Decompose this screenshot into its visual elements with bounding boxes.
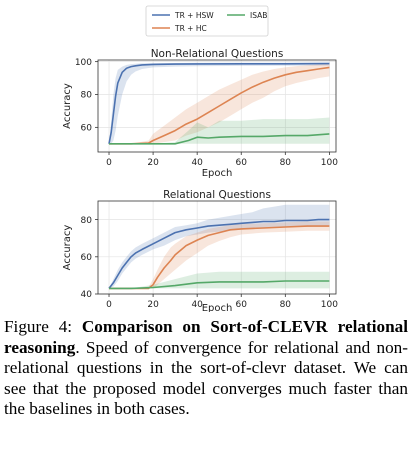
series-band-1 <box>109 221 330 289</box>
figure: TR + HSW ISAB TR + HC 0 20 40 60 80 100 60 80 100 N… <box>62 5 338 312</box>
caption-body: . Speed of convergence for relational an… <box>4 337 408 419</box>
figure-caption: Figure 4: Comparison on Sort-of-CLEVR re… <box>4 317 408 420</box>
chart-title: Non-Relational Questions <box>151 48 284 60</box>
x-tick-label-3: 60 <box>236 300 248 310</box>
series-band-1 <box>109 64 330 144</box>
y-tick-label-1: 60 <box>81 253 93 263</box>
series-band-2 <box>109 117 330 144</box>
y-tick-label-0: 40 <box>81 290 93 300</box>
x-tick-label-5: 100 <box>321 158 338 168</box>
series-line-1 <box>109 225 330 290</box>
series-line-2 <box>109 133 330 145</box>
non-relational-chart: 0 20 40 60 80 100 60 80 100 Non-Relational Questi… <box>62 48 338 179</box>
y-tick-label-1: 60 <box>81 124 93 134</box>
x-tick-label-1: 20 <box>147 300 159 310</box>
x-tick-label-2: 40 <box>191 158 203 168</box>
relational-chart: 0 20 40 60 80 100 40 60 80 Relational Questions Ep… <box>62 189 338 312</box>
caption-label: Figure 4: <box>4 317 73 336</box>
series-line-0 <box>108 218 330 289</box>
series-band-2 <box>109 271 330 289</box>
plot-background <box>98 201 336 294</box>
chart-title: Relational Questions <box>163 189 271 201</box>
series-line-0 <box>108 62 330 144</box>
legend-label-1: ISAB <box>250 11 267 20</box>
legend-frame <box>145 5 269 37</box>
y-tick-label-2: 80 <box>81 91 93 101</box>
y-axis-label: Accuracy <box>62 225 73 271</box>
x-tick-label-5: 100 <box>321 300 338 310</box>
plot-series <box>108 204 330 290</box>
caption-title: Comparison on Sort-of-CLEVR relational r… <box>4 317 408 357</box>
y-tick-label-2: 80 <box>81 216 93 226</box>
x-tick-label-4: 80 <box>280 300 292 310</box>
legend-label-2: TR + HC <box>174 24 207 33</box>
series-band-0 <box>109 62 330 144</box>
series-line-1 <box>109 66 330 145</box>
y-axis-label: Accuracy <box>62 83 73 129</box>
x-axis-label: Epoch <box>202 168 233 179</box>
plot-frame <box>97 200 337 295</box>
legend-label-0: TR + HSW <box>174 11 214 20</box>
x-tick-label-1: 20 <box>147 158 159 168</box>
legend: TR + HSW ISAB TR + HC <box>145 5 269 37</box>
plot-series <box>108 62 330 145</box>
x-tick-label-2: 40 <box>191 300 203 310</box>
x-tick-label-0: 0 <box>106 158 112 168</box>
x-tick-label-4: 80 <box>280 158 292 168</box>
series-line-2 <box>109 280 330 290</box>
x-axis-label: Epoch <box>202 303 233 312</box>
series-band-0 <box>109 204 330 289</box>
x-tick-label-3: 60 <box>236 158 248 168</box>
y-tick-label-3: 100 <box>75 58 92 68</box>
plot-frame <box>97 59 337 153</box>
x-tick-label-0: 0 <box>106 300 112 310</box>
